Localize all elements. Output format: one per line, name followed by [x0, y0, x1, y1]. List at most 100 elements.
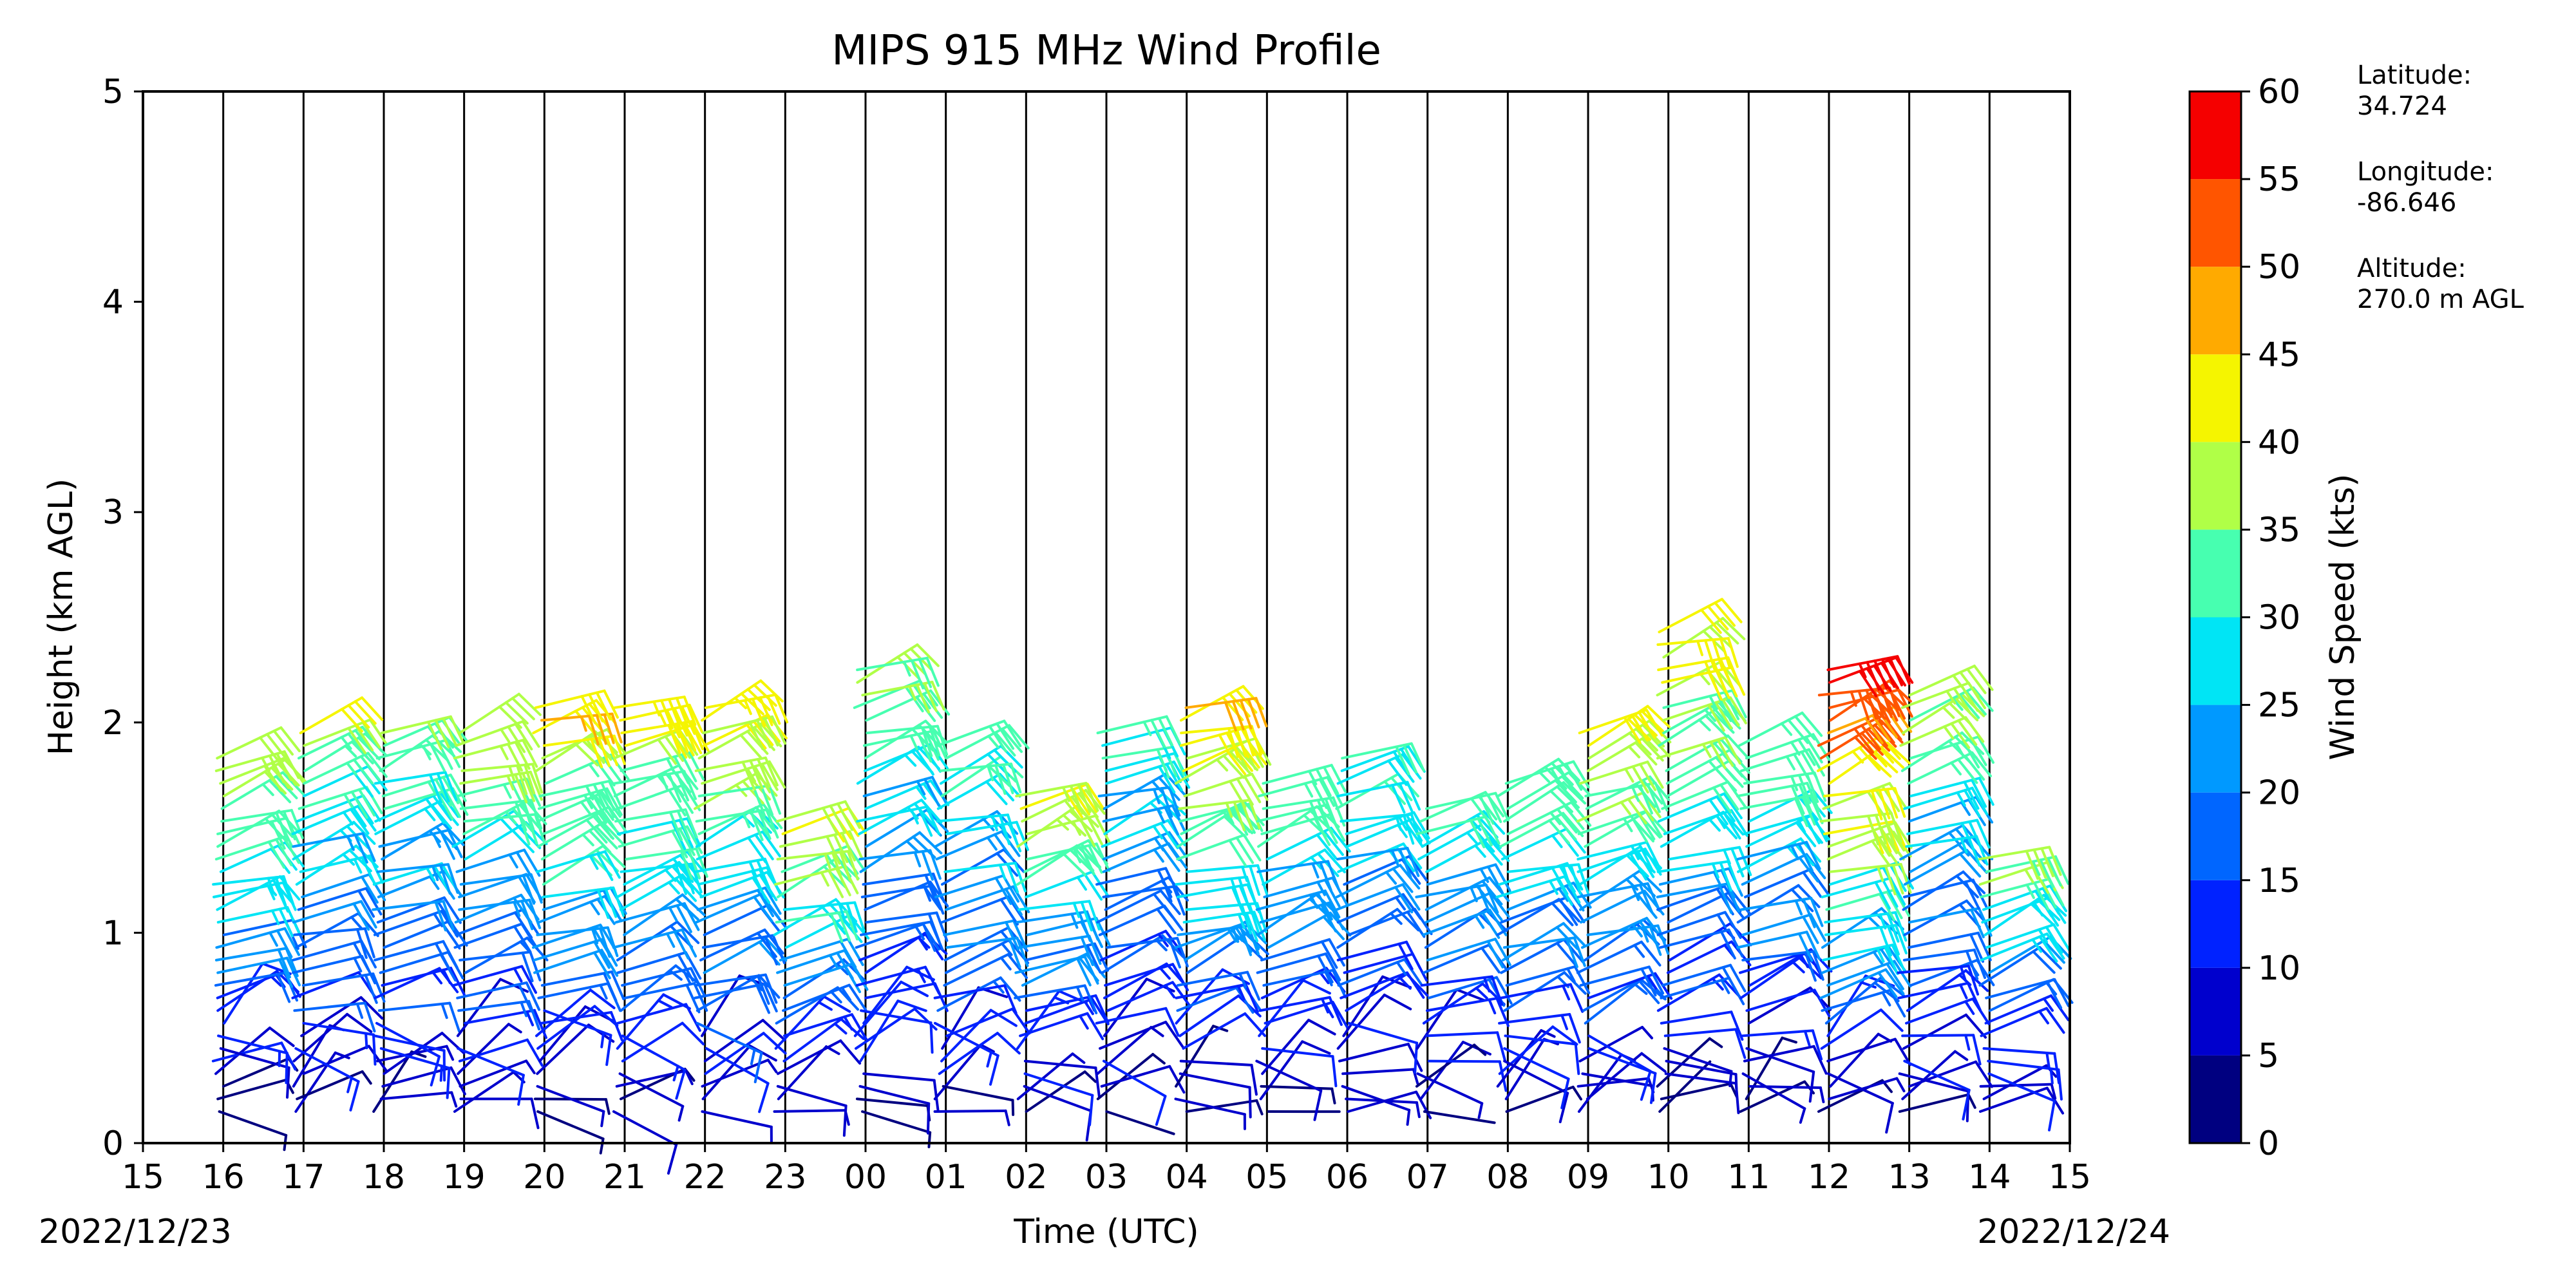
wind-barb-feather — [1867, 814, 1880, 846]
wind-barb-feather — [1085, 910, 1099, 941]
wind-barb-feather — [1236, 777, 1254, 806]
wind-barb-staff — [1581, 1072, 1654, 1088]
wind-barb-feather — [1241, 866, 1249, 882]
wind-barb-staff — [377, 1001, 451, 1012]
wind-barb-staff — [1897, 965, 1970, 974]
wind-barb-feather — [1235, 836, 1255, 864]
wind-barb-feather — [1560, 1077, 1570, 1110]
wind-barb-feather — [1156, 907, 1177, 934]
wind-barb-feather — [1620, 800, 1631, 815]
wind-barb-staff — [1498, 1012, 1571, 1025]
wind-barb-staff — [614, 902, 686, 924]
wind-barb-feather — [1245, 971, 1261, 1001]
wind-barb-staff — [1586, 924, 1660, 936]
wind-barb-feather — [678, 827, 696, 857]
wind-barb-staff — [383, 715, 451, 747]
wind-barb-feather — [1477, 1102, 1484, 1119]
wind-barb — [1656, 860, 1740, 892]
wind-barb-feather — [756, 974, 770, 1005]
wind-barb-staff — [1504, 1037, 1546, 1101]
wind-barb-staff — [374, 800, 440, 835]
x-tick-label: 12 — [1808, 1158, 1850, 1197]
wind-barb-staff — [1262, 969, 1334, 987]
station-info-value: 270.0 m AGL — [2357, 285, 2524, 314]
wind-barb-staff — [938, 1032, 999, 1075]
wind-barb — [1901, 1050, 1969, 1101]
x-tick-label: 13 — [1888, 1158, 1931, 1197]
wind-barb-staff — [1180, 724, 1253, 735]
wind-barb-feather — [1399, 976, 1412, 990]
wind-barb-feather — [1723, 811, 1741, 840]
wind-barb-feather — [668, 788, 687, 817]
wind-barb-feather — [935, 911, 949, 942]
wind-barb-feather — [675, 697, 689, 727]
wind-barb-feather — [1964, 789, 1981, 818]
wind-barb-feather — [596, 852, 614, 881]
wind-barb-feather — [434, 900, 447, 932]
wind-barb-staff — [623, 893, 684, 936]
wind-barb — [1825, 888, 1911, 922]
wind-barb-feather — [850, 1013, 868, 1042]
wind-barb-feather — [829, 804, 846, 833]
wind-barb — [613, 770, 697, 803]
wind-barb-feather — [1548, 880, 1558, 895]
wind-barb-staff — [292, 940, 363, 961]
wind-barb-feather — [1946, 690, 1956, 705]
wind-barb-staff — [1101, 726, 1173, 747]
wind-barb-staff — [381, 967, 453, 987]
wind-barb-feather — [1313, 1089, 1323, 1121]
wind-barb-feather — [1724, 736, 1741, 765]
wind-barb-feather — [1168, 938, 1182, 969]
colorbar-segment — [2190, 442, 2241, 530]
wind-barb-feather — [1801, 711, 1823, 737]
wind-barb-staff — [455, 908, 524, 936]
wind-barb-feather — [2054, 855, 2070, 886]
wind-barb-feather — [604, 1098, 611, 1115]
wind-barb-feather — [1716, 913, 1727, 929]
wind-barb — [1099, 1020, 1184, 1050]
wind-barb-feather — [820, 871, 829, 887]
wind-barb-feather — [676, 904, 692, 933]
wind-barb-staff — [216, 810, 281, 848]
wind-barb-staff — [1907, 751, 1974, 785]
wind-barb-staff — [1014, 955, 1086, 974]
wind-barb — [1100, 1065, 1186, 1094]
wind-barb — [374, 940, 459, 971]
wind-barb — [861, 1110, 932, 1148]
wind-barb — [616, 993, 691, 1050]
wind-barb-feather — [612, 886, 625, 917]
wind-barb-staff — [1745, 1036, 1784, 1101]
wind-barb-feather — [1394, 886, 1414, 914]
wind-barb-staff — [459, 951, 532, 961]
wind-barb-staff — [1341, 1084, 1411, 1112]
wind-barb-feather — [683, 902, 700, 931]
wind-barb-feather — [676, 920, 700, 944]
wind-barb-staff — [1347, 1021, 1419, 1045]
wind-barb-feather — [285, 1052, 289, 1084]
wind-barb-feather — [836, 951, 854, 980]
wind-barb-staff — [1258, 776, 1329, 798]
wind-barb-feather — [261, 782, 274, 797]
wind-barb-feather — [1798, 856, 1819, 883]
wind-barb-feather — [1387, 759, 1408, 786]
wind-barb-feather — [1641, 926, 1649, 943]
wind-barb-staff — [1656, 661, 1721, 697]
wind-barb-feather — [1069, 848, 1094, 872]
wind-barb-feather — [923, 965, 941, 995]
wind-barb-feather — [274, 838, 293, 867]
wind-barb-feather — [588, 693, 604, 723]
wind-barb-feather — [600, 949, 619, 977]
wind-barb-feather — [1876, 865, 1884, 882]
wind-barb — [214, 1027, 295, 1075]
wind-barb-feather — [278, 907, 294, 938]
wind-barb-staff — [1255, 889, 1327, 911]
wind-barb — [1903, 1059, 1971, 1121]
wind-barb-staff — [940, 1009, 992, 1063]
wind-barb-feather — [1554, 779, 1577, 804]
wind-barb-staff — [1106, 936, 1179, 949]
wind-barb-staff — [1822, 782, 1891, 810]
wind-barb — [620, 862, 703, 895]
wind-barb-feather — [1794, 899, 1803, 916]
colorbar-segment — [2190, 792, 2241, 880]
wind-barb-feather — [1714, 601, 1736, 627]
